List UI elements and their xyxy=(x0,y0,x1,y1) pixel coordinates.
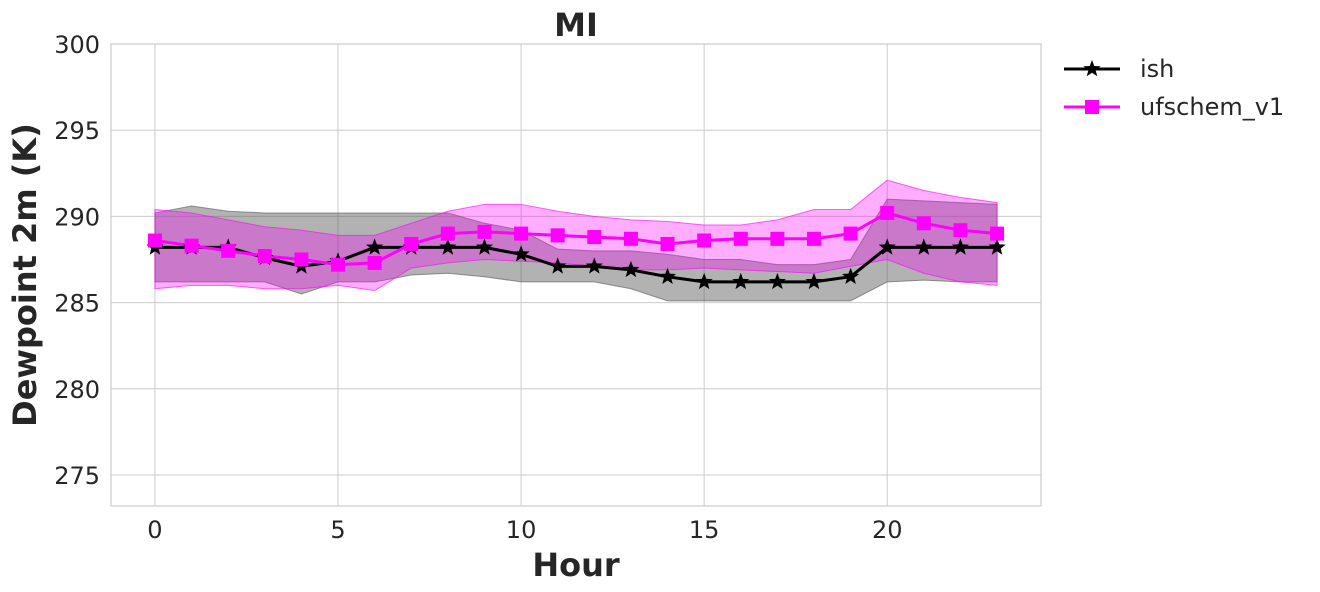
x-axis-label: Hour xyxy=(532,546,620,584)
point-ufschem_v1 xyxy=(294,252,309,267)
point-ufschem_v1 xyxy=(404,236,419,251)
point-ufschem_v1 xyxy=(623,231,638,246)
y-tick-label: 285 xyxy=(54,290,100,318)
point-ish xyxy=(549,257,567,274)
point-ufschem_v1 xyxy=(440,226,455,241)
point-ufschem_v1 xyxy=(953,223,968,238)
legend: ish ufschem_v1 xyxy=(1064,55,1284,121)
point-ish xyxy=(622,260,640,278)
point-ish xyxy=(768,272,786,290)
chart-title: MI xyxy=(554,6,598,44)
legend-marker-ufschem_v1 xyxy=(1085,100,1099,114)
point-ufschem_v1 xyxy=(477,224,492,239)
point-ufschem_v1 xyxy=(770,231,785,246)
point-ish xyxy=(658,267,677,285)
x-tick-label: 20 xyxy=(872,516,903,544)
y-tick-label: 300 xyxy=(54,31,100,59)
x-tick-label: 15 xyxy=(689,516,720,544)
point-ish xyxy=(988,238,1006,255)
y-tick-label: 275 xyxy=(54,462,100,490)
point-ufschem_v1 xyxy=(843,226,858,241)
point-ish xyxy=(475,238,494,255)
x-tick-label: 5 xyxy=(330,516,345,544)
point-ish xyxy=(695,272,713,290)
y-axis-label: Dewpoint 2m (K) xyxy=(6,123,44,427)
point-ufschem_v1 xyxy=(184,238,199,253)
point-ufschem_v1 xyxy=(916,216,931,231)
point-ish xyxy=(366,238,384,255)
point-ish xyxy=(439,238,457,255)
point-ufschem_v1 xyxy=(331,257,346,272)
x-tick-label: 0 xyxy=(147,516,162,544)
point-ufschem_v1 xyxy=(550,228,565,243)
point-ish xyxy=(951,238,970,255)
point-ufschem_v1 xyxy=(587,230,602,245)
point-ufschem_v1 xyxy=(990,226,1005,241)
tick-labels: 0 5 10 15 20 275 280 285 290 295 300 xyxy=(54,31,902,544)
point-ufschem_v1 xyxy=(147,233,162,248)
point-ufschem_v1 xyxy=(514,226,529,241)
y-tick-label: 295 xyxy=(54,117,100,145)
point-ufschem_v1 xyxy=(733,231,748,246)
point-ufschem_v1 xyxy=(806,231,821,246)
point-ish xyxy=(878,238,896,255)
point-ufschem_v1 xyxy=(257,249,272,264)
legend-label-ish: ish xyxy=(1140,55,1174,83)
point-ufschem_v1 xyxy=(367,255,382,270)
point-ish xyxy=(585,257,603,274)
y-tick-label: 280 xyxy=(54,376,100,404)
point-ish xyxy=(842,267,860,285)
x-tick-label: 10 xyxy=(506,516,537,544)
point-ufschem_v1 xyxy=(221,243,236,258)
point-ufschem_v1 xyxy=(880,205,895,220)
confidence-bands xyxy=(154,179,998,302)
point-ish xyxy=(732,272,750,290)
point-ufschem_v1 xyxy=(660,236,675,251)
point-ish xyxy=(805,272,823,290)
plot-frame xyxy=(110,43,1042,507)
legend-marker-ish xyxy=(1083,60,1101,77)
point-ish xyxy=(512,245,530,262)
point-ufschem_v1 xyxy=(697,233,712,248)
legend-label-ufschem_v1: ufschem_v1 xyxy=(1140,93,1284,121)
point-ish xyxy=(915,238,933,255)
series-markers xyxy=(146,205,1006,290)
y-tick-label: 290 xyxy=(54,203,100,231)
